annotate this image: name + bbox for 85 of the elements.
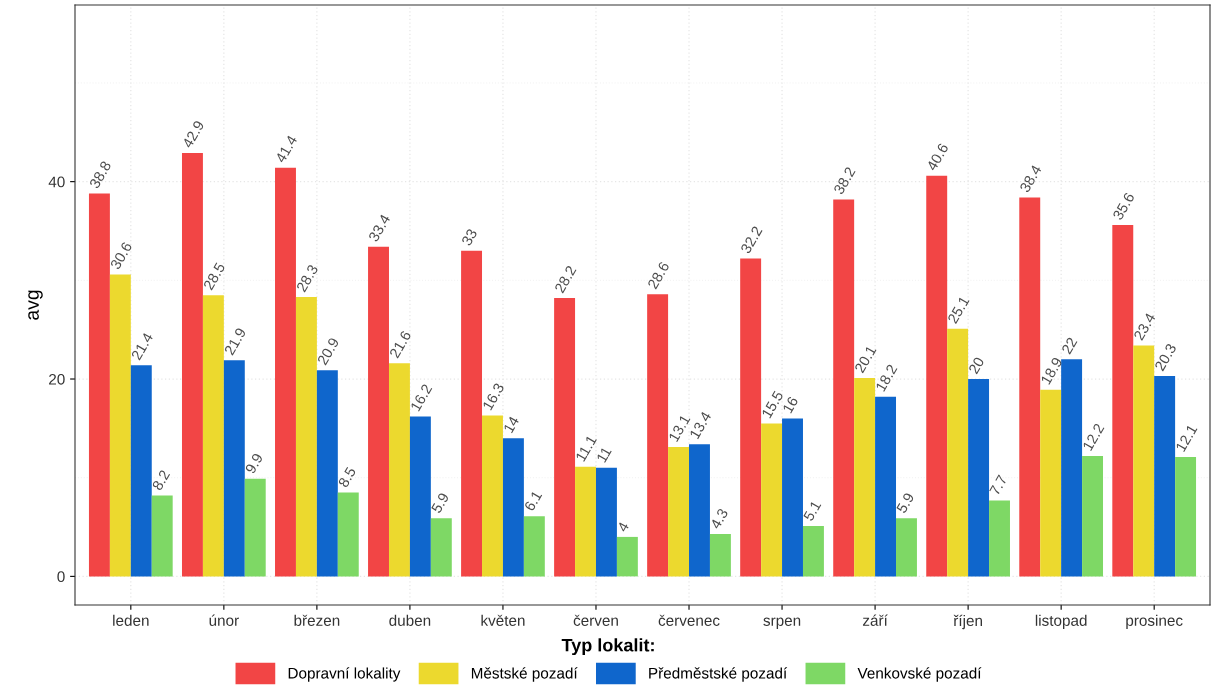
bar [989,500,1010,577]
x-tick-label: listopad [1035,614,1087,629]
bar [388,363,410,577]
data-label: 11 [596,446,612,463]
data-label: 20 [968,356,985,375]
x-tick-label: březen [294,614,340,626]
data-label: 16 [782,395,799,414]
bar [875,396,897,577]
bar [88,193,110,577]
bar [461,250,483,577]
data-label: 5.1 [803,500,822,522]
bar [833,199,855,577]
bar [337,492,359,577]
data-label: 22 [1061,336,1078,355]
bar [295,297,317,577]
legend-label: Dopravní lokality [288,667,401,682]
legend-label: Venkovské pozadí [857,667,982,682]
data-label: 5.9 [895,492,915,514]
bar [275,167,296,577]
bar [896,518,917,577]
bar [782,418,803,577]
x-tick-label: leden [113,614,149,626]
bar [109,274,131,577]
x-tick-label: září [862,614,888,626]
bar [368,246,389,577]
data-label: 8.5 [337,466,357,488]
legend-label: Městské pozadí [471,667,578,682]
x-tick-label: prosinec [1126,614,1183,629]
bar [1133,345,1155,577]
x-tick-label: červen [573,614,618,626]
bar [554,298,576,577]
x-tick-label: duben [389,614,431,626]
data-label: 8.2 [151,469,171,491]
data-label: 9.9 [244,452,264,475]
bar [223,360,245,577]
y-tick-label: 0 [57,571,65,583]
bar [502,438,524,577]
bar [409,416,431,577]
bar [968,379,990,577]
x-tick-label: květen [481,614,525,626]
bar [947,328,969,577]
bar [482,415,503,577]
bar [244,478,266,577]
bar [709,533,731,577]
data-label: 4 [616,521,630,533]
bar [854,378,876,577]
x-tick-label: říjen [953,614,982,630]
bar [668,447,690,577]
y-axis-title: avg [28,290,43,320]
bar [926,175,948,577]
data-label: 4.3 [709,507,729,530]
bar [1040,389,1062,577]
x-tick-label: únor [209,614,239,626]
bar [740,258,762,577]
bar [523,516,545,577]
data-label: 6.1 [523,490,543,512]
bar [1019,197,1041,577]
x-tick-label: srpen [763,617,801,629]
data-label: 5.9 [430,492,450,514]
x-tick-label: červenec [658,614,720,626]
bar [802,526,824,577]
bar [202,295,224,577]
bar [575,466,596,577]
bar [647,294,669,577]
bar [761,423,783,577]
data-label: 7.7 [989,474,1008,496]
bar [1175,456,1197,577]
bar [689,444,710,577]
legend-label: Předměstské pozadí [649,667,788,682]
y-tick-label: 20 [49,373,65,385]
bar [316,370,338,577]
bar [430,518,452,577]
bar [1061,359,1083,577]
bar [1112,225,1134,577]
bar [1154,376,1176,577]
y-tick-label: 40 [48,176,65,188]
bar [1082,455,1104,577]
legend-title: Typ lokalit: [561,638,654,656]
data-label: 14 [503,415,520,434]
bar [151,495,173,577]
bar [181,153,203,577]
bar [130,365,152,577]
bar [595,467,617,577]
bar [616,536,638,577]
data-label: 33 [461,228,478,247]
